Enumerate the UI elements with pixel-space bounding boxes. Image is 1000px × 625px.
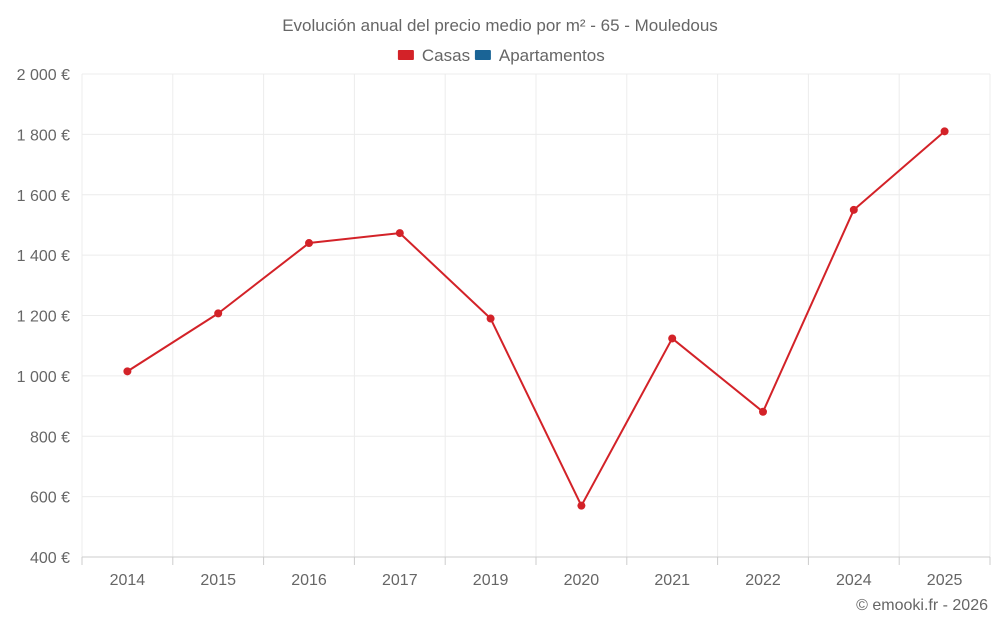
- series-line-casas: [126, 130, 946, 507]
- axes: [81, 556, 991, 565]
- data-point[interactable]: [214, 309, 223, 318]
- data-point[interactable]: [486, 314, 495, 323]
- y-tick-label: 1 400 €: [17, 248, 70, 265]
- y-tick-label: 600 €: [30, 490, 70, 507]
- x-tick-label: 2017: [382, 572, 418, 589]
- y-tick-label: 1 600 €: [17, 188, 70, 205]
- legend-label: Casas: [422, 46, 470, 65]
- x-tick-label: 2024: [836, 572, 872, 589]
- x-tick-label: 2016: [291, 572, 327, 589]
- data-point[interactable]: [305, 239, 313, 248]
- grid-lines: [81, 73, 991, 557]
- legend-swatch: [474, 50, 491, 60]
- series-layer: [123, 127, 949, 510]
- x-tick-label: 2022: [745, 572, 781, 589]
- x-tick-label: 2025: [927, 572, 963, 589]
- x-tick-label: 2014: [110, 572, 146, 589]
- y-tick-label: 1 000 €: [17, 369, 70, 386]
- data-point[interactable]: [849, 205, 858, 214]
- x-tick-label: 2015: [200, 572, 236, 589]
- y-tick-label: 400 €: [30, 550, 70, 567]
- y-tick-label: 2 000 €: [17, 67, 70, 84]
- data-point[interactable]: [940, 127, 949, 136]
- data-point[interactable]: [759, 407, 767, 416]
- legend-item-apartamentos[interactable]: Apartamentos: [474, 46, 605, 65]
- data-point[interactable]: [123, 367, 132, 376]
- x-tick-label: 2021: [654, 572, 690, 589]
- y-tick-label: 800 €: [30, 429, 70, 446]
- y-axis-tick-labels: 400 € 600 € 800 € 1 000 € 1 200 € 1 400 € 1 60…: [17, 67, 70, 567]
- legend-label: Apartamentos: [499, 46, 605, 65]
- data-point[interactable]: [577, 501, 586, 510]
- legend: Casas Apartamentos: [397, 46, 605, 65]
- x-tick-label: 2020: [564, 572, 600, 589]
- y-tick-label: 1 800 €: [17, 127, 70, 144]
- legend-item-casas[interactable]: Casas: [397, 46, 470, 65]
- credit-text: © emooki.fr - 2026: [856, 597, 988, 614]
- data-point[interactable]: [668, 334, 677, 343]
- chart-title: Evolución anual del precio medio por m² …: [282, 16, 718, 35]
- y-tick-label: 1 200 €: [17, 309, 70, 326]
- legend-swatch: [397, 50, 414, 60]
- data-point[interactable]: [395, 229, 404, 238]
- x-tick-label: 2019: [473, 572, 509, 589]
- x-axis-tick-labels: 2014 2015 2016 2017 2019 2020 2021 2022 2024 2025: [110, 572, 963, 589]
